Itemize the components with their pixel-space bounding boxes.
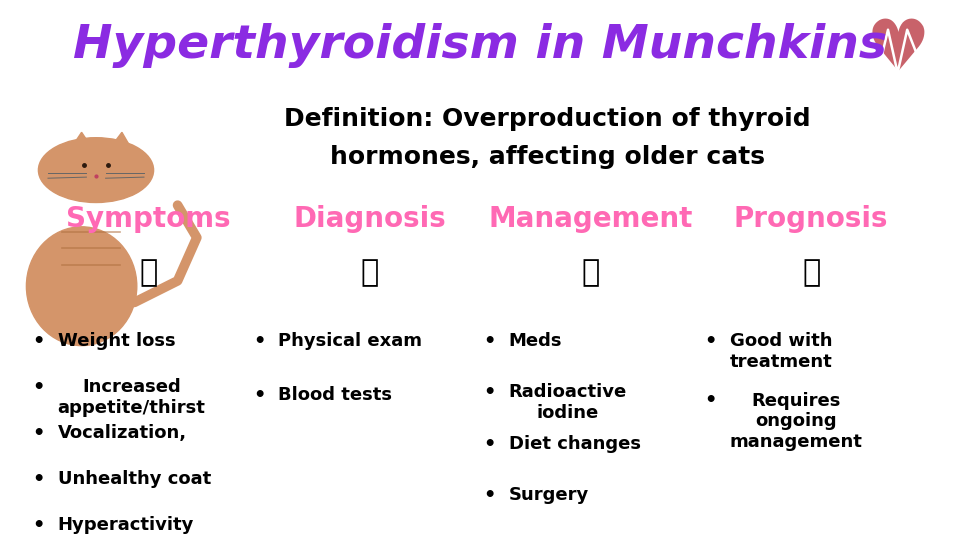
Text: Vocalization,: Vocalization, bbox=[58, 424, 187, 442]
Polygon shape bbox=[106, 132, 134, 154]
Text: Good with
treatment: Good with treatment bbox=[730, 332, 832, 371]
Text: •: • bbox=[33, 378, 44, 397]
Text: Physical exam: Physical exam bbox=[278, 332, 422, 350]
Text: •: • bbox=[33, 424, 44, 443]
Text: Meds: Meds bbox=[509, 332, 563, 350]
Text: 📋: 📋 bbox=[360, 258, 379, 287]
Text: Weight loss: Weight loss bbox=[58, 332, 176, 350]
Text: •: • bbox=[484, 435, 495, 454]
Text: •: • bbox=[484, 332, 495, 351]
Text: Hyperthyroidism in Munchkins: Hyperthyroidism in Munchkins bbox=[73, 23, 887, 69]
Text: 💡: 💡 bbox=[581, 258, 600, 287]
Text: •: • bbox=[484, 383, 495, 402]
Text: Blood tests: Blood tests bbox=[278, 386, 393, 404]
Text: Requires
ongoing
management: Requires ongoing management bbox=[730, 392, 862, 451]
Text: •: • bbox=[705, 392, 716, 410]
Text: 🩺: 🩺 bbox=[139, 258, 158, 287]
Text: •: • bbox=[253, 332, 265, 351]
Text: Hyperactivity: Hyperactivity bbox=[58, 516, 194, 534]
Text: •: • bbox=[33, 332, 44, 351]
Text: Surgery: Surgery bbox=[509, 486, 589, 504]
Circle shape bbox=[38, 138, 154, 202]
Text: ♥: ♥ bbox=[865, 17, 930, 86]
Text: •: • bbox=[33, 470, 44, 489]
Text: Unhealthy coat: Unhealthy coat bbox=[58, 470, 211, 488]
Text: hormones, affecting older cats: hormones, affecting older cats bbox=[329, 145, 765, 168]
Text: Diet changes: Diet changes bbox=[509, 435, 641, 453]
Text: 🕐: 🕐 bbox=[802, 258, 821, 287]
Text: Symptoms: Symptoms bbox=[66, 205, 231, 233]
Text: Increased
appetite/thirst: Increased appetite/thirst bbox=[58, 378, 205, 417]
Polygon shape bbox=[67, 132, 96, 154]
Text: Diagnosis: Diagnosis bbox=[293, 205, 446, 233]
Ellipse shape bbox=[27, 227, 137, 346]
Text: •: • bbox=[253, 386, 265, 405]
Text: •: • bbox=[33, 516, 44, 535]
Text: Definition: Overproduction of thyroid: Definition: Overproduction of thyroid bbox=[284, 107, 810, 131]
Text: •: • bbox=[484, 486, 495, 505]
Text: •: • bbox=[705, 332, 716, 351]
Text: Management: Management bbox=[489, 205, 692, 233]
Text: Radioactive
iodine: Radioactive iodine bbox=[509, 383, 627, 422]
Text: Prognosis: Prognosis bbox=[734, 205, 888, 233]
